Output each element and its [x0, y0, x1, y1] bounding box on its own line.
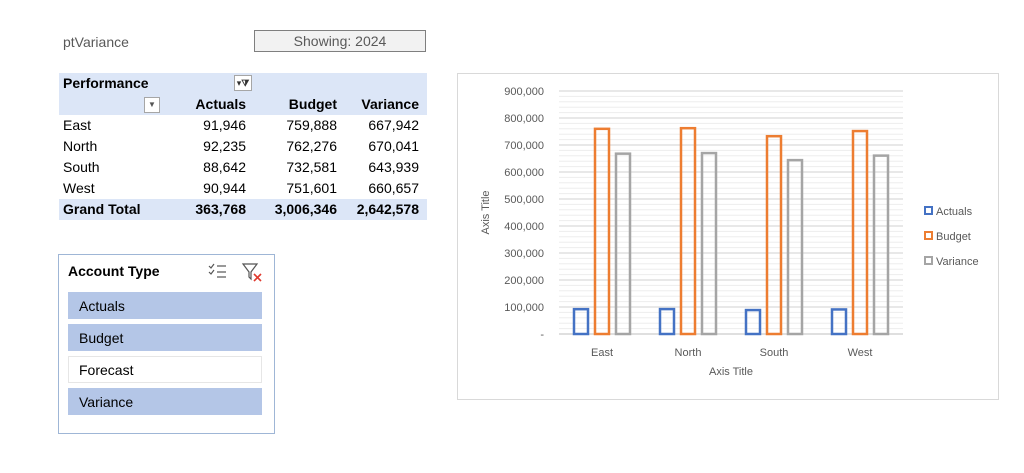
- row-label: Grand Total: [63, 201, 141, 217]
- bar-actuals-north: [658, 307, 676, 336]
- y-tick-label: -: [540, 329, 544, 341]
- cell: 3,006,346: [274, 201, 337, 217]
- table-row[interactable]: West 90,944 751,601 660,657: [59, 178, 427, 199]
- cell: 759,888: [286, 117, 337, 133]
- table-row[interactable]: North 92,235 762,276 670,041: [59, 136, 427, 157]
- row-labels-dropdown-icon[interactable]: ▼: [144, 97, 160, 113]
- legend-label-budget: Budget: [936, 231, 971, 243]
- y-tick-label: 400,000: [504, 221, 544, 233]
- x-tick-label: East: [591, 347, 613, 359]
- chart-svg: - 100,000 200,000 300,000 400,000 500,000 600,…: [480, 86, 979, 378]
- y-tick-label: 300,000: [504, 248, 544, 260]
- column-header-budget: Budget: [288, 96, 337, 112]
- y-axis-title: Axis Title: [480, 190, 492, 234]
- y-tick-label: 600,000: [504, 167, 544, 179]
- bar-variance-west: [872, 154, 890, 336]
- pivot-header-row: ▼ Actuals Budget Variance: [59, 94, 427, 115]
- cell: 670,041: [368, 138, 419, 154]
- filter-icon[interactable]: ▾⧩: [234, 75, 252, 91]
- row-label: East: [63, 117, 92, 133]
- slicer-item-actuals[interactable]: Actuals: [68, 292, 262, 319]
- bar-budget-north: [679, 126, 697, 336]
- bar-budget-south: [765, 134, 783, 336]
- grand-total-row[interactable]: Grand Total 363,768 3,006,346 2,642,578: [59, 199, 427, 220]
- cell: 643,939: [368, 159, 419, 175]
- cell: 2,642,578: [356, 201, 419, 217]
- legend-marker-variance: [924, 256, 933, 265]
- legend-label-actuals: Actuals: [936, 206, 973, 218]
- y-tick-label: 800,000: [504, 113, 544, 125]
- bar-actuals-west: [830, 308, 848, 336]
- pivot-name-label: ptVariance: [63, 34, 129, 50]
- row-label: North: [63, 138, 98, 154]
- bar-actuals-east: [572, 307, 590, 336]
- x-axis-title: Axis Title: [709, 366, 753, 378]
- multi-select-icon[interactable]: [207, 262, 227, 280]
- table-row[interactable]: South 88,642 732,581 643,939: [59, 157, 427, 178]
- bar-budget-east: [593, 127, 611, 336]
- table-row[interactable]: East 91,946 759,888 667,942: [59, 115, 427, 136]
- cell: 88,642: [203, 159, 246, 175]
- slicer-title: Account Type: [68, 263, 160, 279]
- cell: 92,235: [203, 138, 246, 154]
- cell: 660,657: [368, 180, 419, 196]
- y-tick-label: 100,000: [504, 302, 544, 314]
- legend-marker-budget: [924, 231, 933, 240]
- variance-chart[interactable]: - 100,000 200,000 300,000 400,000 500,000 600,…: [457, 73, 999, 400]
- cell: 363,768: [195, 201, 246, 217]
- cell: 751,601: [286, 180, 337, 196]
- legend-marker-actuals: [924, 206, 933, 215]
- slicer-item-forecast[interactable]: Forecast: [68, 356, 262, 383]
- cell: 90,944: [203, 180, 246, 196]
- x-tick-label: South: [760, 347, 789, 359]
- slicer-item-variance[interactable]: Variance: [68, 388, 262, 415]
- y-tick-label: 700,000: [504, 140, 544, 152]
- cell: 91,946: [203, 117, 246, 133]
- row-label: West: [63, 180, 95, 196]
- bar-actuals-south: [744, 308, 762, 336]
- pivot-table[interactable]: Performance ▾⧩ ▼ Actuals Budget Variance…: [59, 73, 427, 220]
- x-tick-label: West: [848, 347, 873, 359]
- legend-label-variance: Variance: [936, 256, 979, 268]
- row-label: South: [63, 159, 100, 175]
- cell: 732,581: [286, 159, 337, 175]
- bar-variance-east: [614, 152, 632, 336]
- clear-filter-icon[interactable]: [241, 261, 263, 283]
- bar-variance-north: [700, 151, 718, 336]
- account-type-slicer[interactable]: Account Type Actuals Budget Forecast Var…: [58, 254, 275, 434]
- y-tick-label: 900,000: [504, 86, 544, 98]
- column-header-actuals: Actuals: [195, 96, 246, 112]
- y-tick-label: 500,000: [504, 194, 544, 206]
- cell: 667,942: [368, 117, 419, 133]
- column-header-variance: Variance: [361, 96, 419, 112]
- showing-year-box: Showing: 2024: [254, 30, 426, 52]
- y-tick-label: 200,000: [504, 275, 544, 287]
- x-tick-label: North: [675, 347, 702, 359]
- cell: 762,276: [286, 138, 337, 154]
- pivot-title-row: Performance ▾⧩: [59, 73, 427, 94]
- bar-variance-south: [786, 158, 804, 336]
- slicer-item-budget[interactable]: Budget: [68, 324, 262, 351]
- bar-budget-west: [851, 129, 869, 336]
- pivot-title: Performance: [63, 75, 149, 91]
